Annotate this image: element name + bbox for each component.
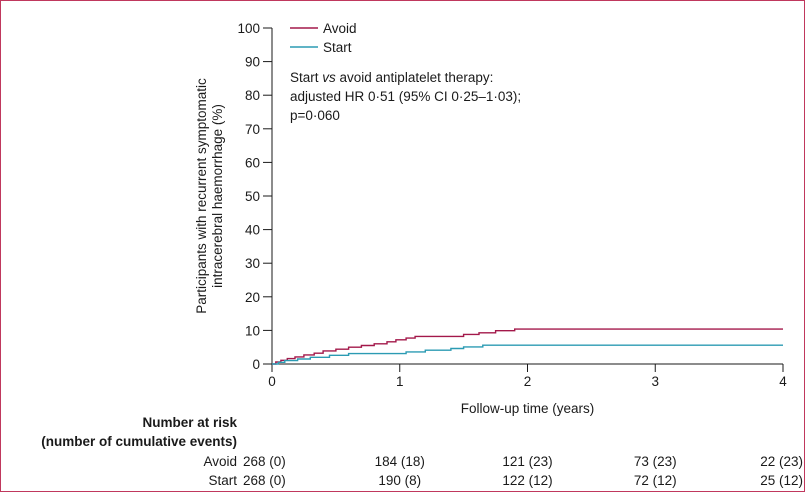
y-tick-label: 40 — [245, 223, 260, 238]
y-tick-label: 80 — [245, 88, 260, 103]
risk-cell: 268 (0) — [243, 454, 286, 469]
risk-cell: 268 (0) — [243, 473, 286, 488]
y-tick-label: 30 — [245, 256, 260, 271]
x-tick-label: 0 — [268, 374, 276, 389]
risk-row-label: Start — [208, 473, 237, 488]
risk-cell: 22 (23) — [760, 454, 803, 469]
legend-label-avoid: Avoid — [323, 21, 357, 36]
y-tick-label: 10 — [245, 323, 260, 338]
risk-cell: 72 (12) — [634, 473, 677, 488]
y-tick-label: 60 — [245, 155, 260, 170]
risk-cell: 73 (23) — [634, 454, 677, 469]
annotation-line-2: adjusted HR 0·51 (95% CI 0·25–1·03); — [290, 89, 521, 104]
y-tick-label: 90 — [245, 55, 260, 70]
legend-label-start: Start — [323, 40, 352, 55]
y-tick-label: 20 — [245, 290, 260, 305]
y-tick-label: 0 — [252, 357, 260, 372]
y-axis-title-line2: intracerebral haemorrhage (%) — [210, 104, 225, 288]
risk-table-title: Number at risk — [142, 415, 237, 430]
x-axis-title: Follow-up time (years) — [461, 401, 595, 416]
risk-row-label: Avoid — [203, 454, 237, 469]
annotation-line-3: p=0·060 — [290, 108, 340, 123]
series-line-start — [272, 344, 783, 365]
risk-cell: 184 (18) — [375, 454, 425, 469]
risk-cell: 121 (23) — [502, 454, 552, 469]
risk-cell: 190 (8) — [378, 473, 421, 488]
y-tick-label: 50 — [245, 189, 260, 204]
risk-cell: 122 (12) — [502, 473, 552, 488]
y-axis-title-line1: Participants with recurrent symptomatic — [194, 78, 209, 314]
annotation-line-1: Start vs avoid antiplatelet therapy: — [290, 70, 493, 85]
x-tick-label: 3 — [651, 374, 659, 389]
y-tick-label: 70 — [245, 122, 260, 137]
x-tick-label: 2 — [524, 374, 532, 389]
series-line-avoid — [272, 328, 783, 365]
y-tick-label: 100 — [237, 21, 260, 36]
risk-table-subtitle: (number of cumulative events) — [41, 434, 237, 449]
x-tick-label: 4 — [779, 374, 787, 389]
x-tick-label: 1 — [396, 374, 404, 389]
risk-cell: 25 (12) — [760, 473, 803, 488]
